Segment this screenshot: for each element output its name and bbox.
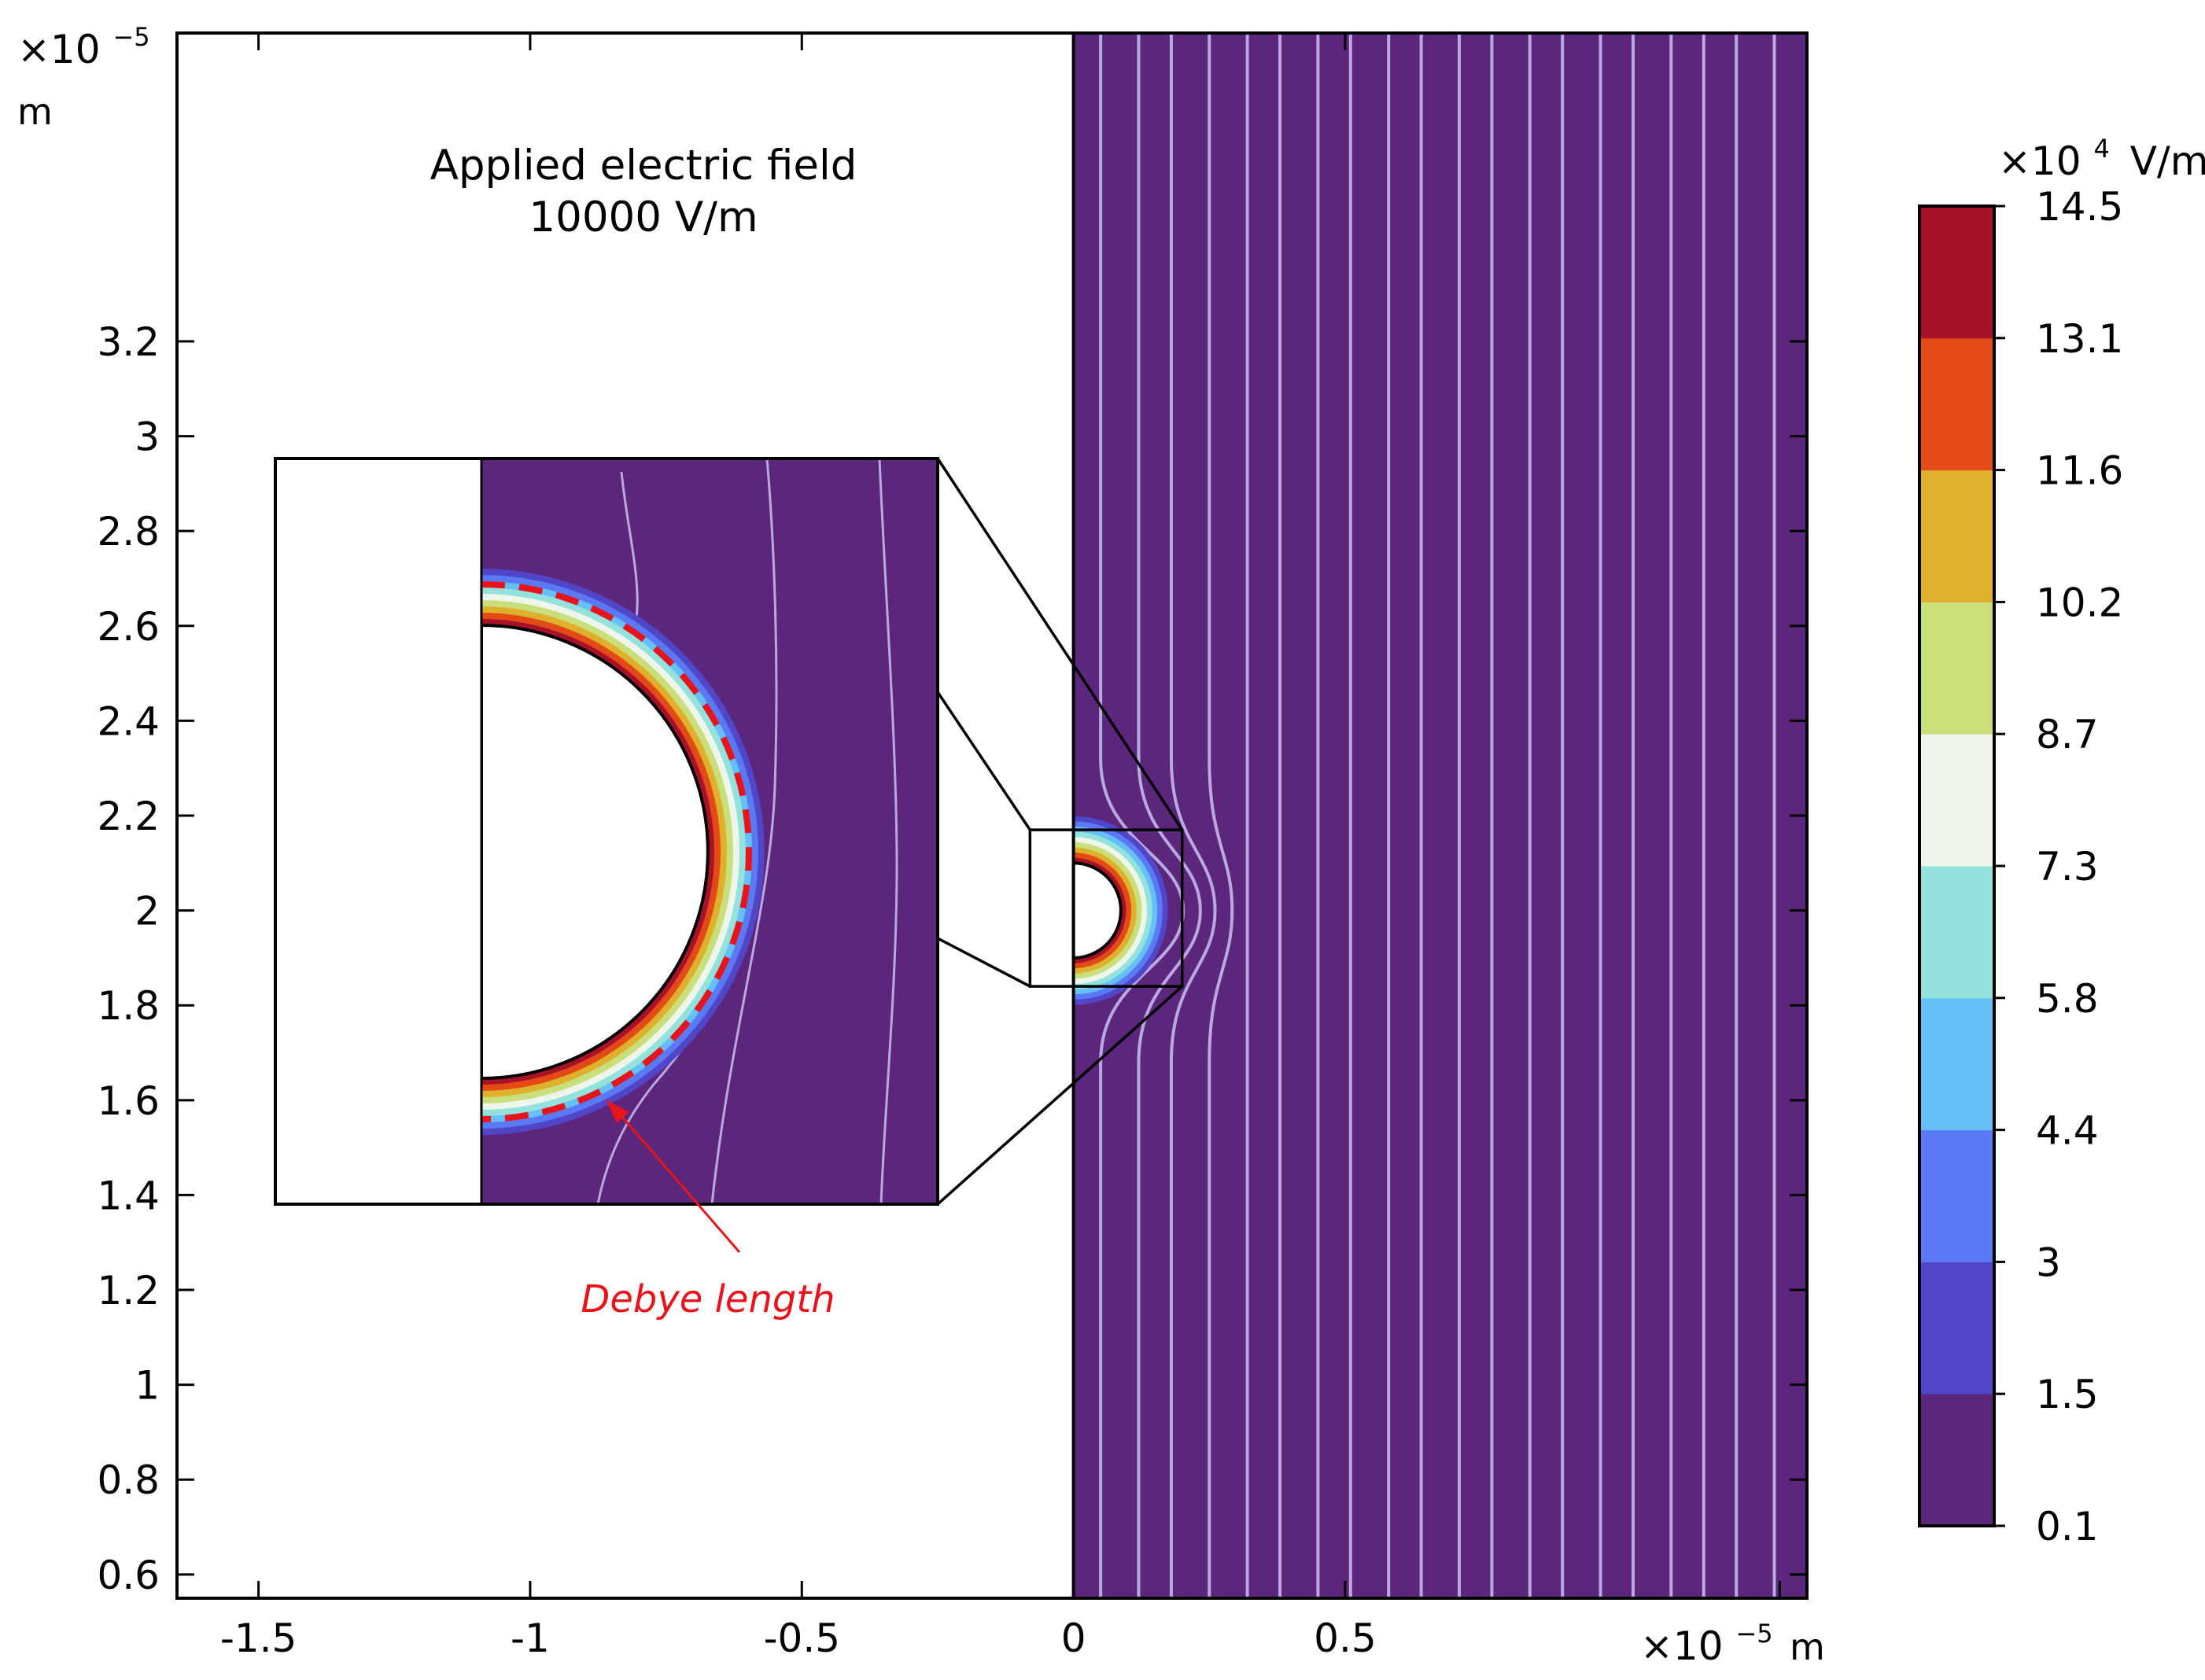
- connector-bottom-inner: [937, 937, 1031, 988]
- y-multiplier-base: ×10: [17, 27, 101, 72]
- colorbar-label: 7.3: [2036, 844, 2099, 890]
- colorbar-label: 11.6: [2036, 448, 2123, 494]
- colorbar-segment: [1919, 1262, 1994, 1394]
- inset-border: [274, 457, 939, 1206]
- applied-field-label: Applied electric field: [430, 142, 857, 190]
- y-tick-label: 1.2: [97, 1268, 160, 1313]
- colorbar-unit-base: ×10: [1998, 138, 2081, 184]
- y-multiplier-exponent: −5: [112, 22, 149, 52]
- debye-length-label: Debye length: [581, 1277, 835, 1321]
- colorbar-segment: [1919, 470, 1994, 602]
- y-tick-label: 3.2: [97, 319, 160, 365]
- y-tick-label: 1.8: [97, 983, 160, 1029]
- particle: [1071, 816, 1168, 1005]
- y-tick-label: 2.2: [97, 794, 160, 839]
- colorbar-segment: [1919, 206, 1994, 339]
- connector-bottom-outer: [936, 985, 1183, 1206]
- zoom-box: [1028, 828, 1184, 988]
- colorbar-segment: [1919, 866, 1994, 999]
- colorbar-label: 14.5: [2036, 184, 2123, 230]
- zoom-connectors: [936, 458, 1184, 1206]
- x-axis-multiplier: ×10 −5: [1640, 1619, 1773, 1669]
- x-tick-label: -1: [511, 1616, 550, 1661]
- x-multiplier-exponent: −5: [1735, 1619, 1772, 1649]
- colorbar-label: 8.7: [2036, 712, 2099, 757]
- particle-body: [1071, 861, 1123, 960]
- debye-length-arc: [481, 581, 752, 1122]
- x-axis-ticks: -1.5 -1 -0.5 0 0.5: [220, 33, 1781, 1661]
- y-tick-label: 0.8: [97, 1457, 160, 1503]
- applied-field-value: 10000 V/m: [529, 193, 758, 241]
- connector-top-inner: [936, 691, 1031, 831]
- inset-streamline: [878, 459, 898, 1204]
- zoom-inset: [274, 457, 939, 1206]
- colorbar-segment: [1919, 997, 1994, 1131]
- connector-top-outer: [936, 458, 1184, 831]
- plot-area: [1071, 33, 1807, 1598]
- colorbar-label: 4.4: [2036, 1108, 2099, 1154]
- x-tick-label: 0: [1061, 1616, 1086, 1661]
- x-tick-label: -0.5: [763, 1616, 840, 1661]
- y-axis-multiplier: ×10 −5: [17, 22, 150, 72]
- inset-empty-region: [275, 459, 481, 1204]
- streamline: [1208, 33, 1234, 1598]
- streamline: [1137, 33, 1202, 1598]
- y-tick-label: 2.4: [97, 698, 160, 744]
- field-domain: [1073, 33, 1807, 1598]
- colorbar-unit: ×10 4 V/m: [1998, 121, 2205, 184]
- colorbar-label: 5.8: [2036, 976, 2099, 1022]
- debye-arrow-head: [606, 1100, 629, 1123]
- y-axis-unit: m: [17, 90, 53, 133]
- field-streamlines: [1099, 33, 1776, 1598]
- colorbar-segment: [1919, 1129, 1994, 1262]
- colorbar-label: 0.1: [2036, 1504, 2099, 1549]
- colorbar-segment: [1919, 337, 1994, 471]
- inset-streamline: [710, 459, 778, 1204]
- y-tick-label: 1: [135, 1363, 160, 1409]
- y-axis-ticks: 0.6 0.8 1 1.2 1.4 1.6 1.8 2 2.2 2.4 2.6 2.8 3 3.2: [97, 319, 1807, 1598]
- x-tick-label: 0.5: [1314, 1616, 1377, 1661]
- colorbar-unit-suffix: V/m: [2130, 138, 2205, 184]
- y-tick-label: 2: [135, 889, 160, 934]
- colorbar-segment: [1919, 1394, 1994, 1527]
- inset-field: [481, 459, 938, 1204]
- streamline: [1169, 33, 1217, 1598]
- y-tick-label: 1.6: [97, 1078, 160, 1124]
- y-tick-label: 3: [135, 414, 160, 460]
- x-multiplier-base: ×10: [1640, 1623, 1724, 1669]
- colorbar-segment: [1919, 734, 1994, 867]
- inset-particle: [481, 623, 710, 1081]
- y-tick-label: 2.6: [97, 604, 160, 650]
- colorbar-label: 1.5: [2036, 1372, 2099, 1417]
- colorbar: 0.1 1.5 3 4.4 5.8 7.3 8.7 10.2 11.6 13.1 14.5: [1918, 184, 2123, 1549]
- colorbar-segment: [1919, 602, 1994, 735]
- x-tick-label: -1.5: [220, 1616, 297, 1661]
- y-tick-label: 0.6: [97, 1553, 160, 1598]
- debye-arrow-line: [614, 1108, 741, 1253]
- y-tick-label: 2.8: [97, 509, 160, 554]
- y-tick-label: 1.4: [97, 1173, 160, 1218]
- colorbar-label: 10.2: [2036, 580, 2123, 625]
- colorbar-label: 3: [2036, 1240, 2061, 1285]
- x-axis-unit: m: [1790, 1626, 1825, 1668]
- colorbar-label: 13.1: [2036, 316, 2123, 362]
- colorbar-unit-exponent: 4: [2093, 134, 2109, 164]
- debye-callout: Debye length: [581, 1100, 835, 1321]
